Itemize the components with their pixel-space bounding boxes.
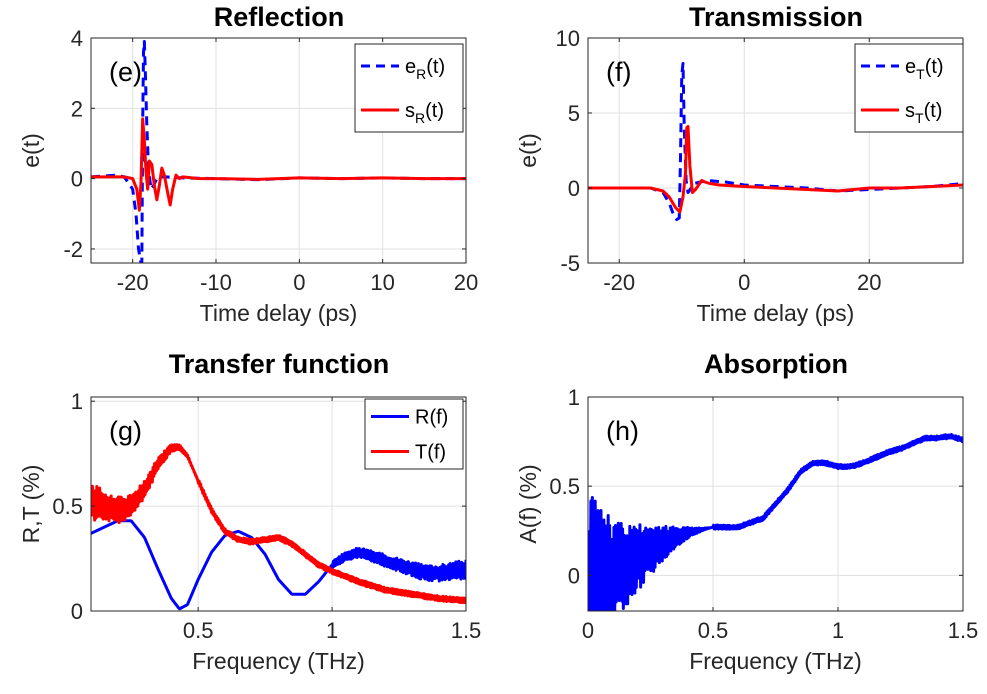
transmission-legend-label: sT(t) — [905, 100, 942, 126]
reflection-ytick-label: 4 — [71, 26, 83, 51]
transmission-ylabel: e(t) — [515, 133, 541, 168]
reflection-ytick-label: 2 — [71, 96, 83, 121]
transfer-function-panel: Transfer function 0.5 1 1.5 0 0.5 1 Frequency … — [18, 349, 481, 674]
transfer-xtick-label: 0.5 — [183, 618, 214, 643]
transmission-legend-label: eT(t) — [905, 56, 944, 82]
transfer-function-title: Transfer function — [169, 349, 390, 379]
transmission-ytick-label: -5 — [560, 251, 580, 276]
transfer-legend-label: T(f) — [415, 442, 446, 464]
transfer-ytick-label: 1 — [71, 389, 83, 414]
transmission-xlabel: Time delay (ps) — [697, 300, 855, 326]
transfer-series-r-f — [91, 519, 466, 611]
reflection-ytick-label: -2 — [63, 237, 83, 262]
transmission-ytick-label: 5 — [568, 101, 580, 126]
reflection-legend — [354, 43, 464, 133]
transmission-ytick-label: 0 — [568, 176, 580, 201]
absorption-panel-label: (h) — [606, 416, 639, 446]
reflection-series-er-t — [91, 40, 466, 263]
reflection-series-sr-t — [91, 117, 466, 212]
reflection-ytick-label: 0 — [71, 167, 83, 192]
reflection-axes-box — [90, 37, 467, 264]
transfer-ytick-label: 0 — [71, 599, 83, 624]
reflection-panel-label: (e) — [109, 57, 142, 87]
transmission-panel: Transmission -20 0 20 -5 0 5 10 Time delay (ps)… — [515, 2, 964, 326]
transfer-xtick-label: 1 — [326, 618, 338, 643]
transfer-panel-label: (g) — [109, 416, 142, 446]
transfer-ytick-label: 0.5 — [52, 494, 83, 519]
absorption-ytick-label: 0 — [568, 563, 580, 588]
transfer-xlabel: Frequency (THz) — [192, 648, 365, 674]
absorption-xtick-label: 0.5 — [698, 618, 729, 643]
absorption-title: Absorption — [704, 349, 848, 379]
transmission-ytick-label: 10 — [556, 26, 580, 51]
reflection-xtick-label: 10 — [370, 270, 394, 295]
reflection-xlabel: Time delay (ps) — [200, 300, 358, 326]
absorption-xtick-label: 1.5 — [948, 618, 979, 643]
transfer-legend — [364, 398, 464, 470]
transmission-panel-label: (f) — [606, 57, 631, 87]
transfer-axes-box — [90, 396, 467, 612]
absorption-panel: Absorption 0 0.5 1 1.5 0 0.5 1 Frequency (THz) A… — [515, 349, 978, 674]
absorption-xlabel: Frequency (THz) — [689, 648, 862, 674]
transmission-xtick-label: 20 — [857, 270, 881, 295]
absorption-xtick-label: 1 — [832, 618, 844, 643]
transfer-series-t-f — [91, 443, 466, 605]
absorption-ylabel: A(f) (%) — [515, 464, 541, 543]
reflection-legend-label: sR(t) — [405, 100, 444, 126]
transfer-legend-label: R(f) — [415, 407, 448, 429]
absorption-xtick-label: 0 — [582, 618, 594, 643]
reflection-xtick-label: -20 — [117, 270, 149, 295]
reflection-title: Reflection — [214, 2, 345, 32]
absorption-axes-box — [587, 396, 964, 612]
transfer-ylabel: R,T (%) — [18, 465, 44, 544]
reflection-legend-label: eR(t) — [405, 56, 445, 82]
reflection-xtick-label: 20 — [454, 270, 478, 295]
absorption-ytick-label: 1 — [568, 385, 580, 410]
transmission-xtick-label: 0 — [738, 270, 750, 295]
transmission-title: Transmission — [689, 2, 863, 32]
transmission-axes-box — [587, 37, 964, 264]
absorption-series-a-f — [588, 432, 963, 611]
transmission-series-st-t — [588, 125, 963, 214]
absorption-ytick-label: 0.5 — [549, 474, 580, 499]
reflection-xtick-label: 0 — [293, 270, 305, 295]
reflection-ylabel: e(t) — [18, 133, 44, 168]
transfer-xtick-label: 1.5 — [451, 618, 482, 643]
transmission-legend — [854, 43, 964, 133]
reflection-xtick-label: -10 — [200, 270, 232, 295]
transmission-xtick-label: -20 — [603, 270, 635, 295]
